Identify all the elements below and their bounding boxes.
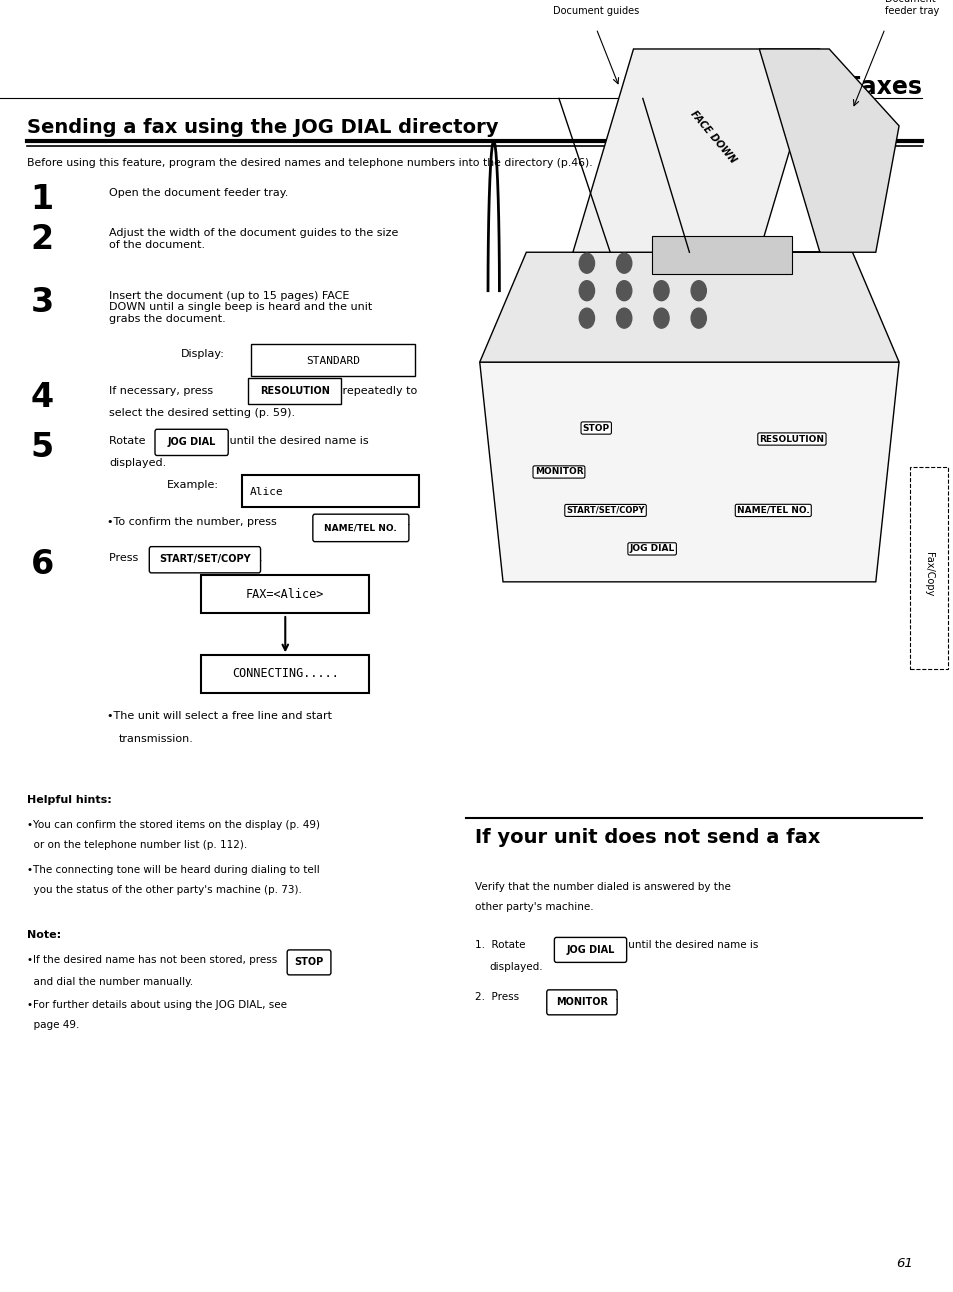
Circle shape <box>578 280 594 301</box>
Text: Verify that the number dialed is answered by the: Verify that the number dialed is answere… <box>475 882 731 893</box>
Text: .: . <box>615 992 618 1003</box>
Text: Note:: Note: <box>27 930 61 941</box>
FancyBboxPatch shape <box>149 547 260 572</box>
Text: displayed.: displayed. <box>489 963 543 973</box>
Text: 4: 4 <box>30 381 53 413</box>
Text: MONITOR: MONITOR <box>534 468 582 477</box>
Text: Press: Press <box>110 553 142 563</box>
Text: NAME/TEL NO.: NAME/TEL NO. <box>324 523 396 532</box>
FancyBboxPatch shape <box>554 938 626 963</box>
Text: •The connecting tone will be heard during dialing to tell: •The connecting tone will be heard durin… <box>27 866 319 875</box>
FancyBboxPatch shape <box>652 235 791 274</box>
FancyBboxPatch shape <box>251 345 415 376</box>
Polygon shape <box>479 362 898 581</box>
Text: STANDARD: STANDARD <box>306 355 359 366</box>
Text: STOP: STOP <box>294 957 323 968</box>
Text: FAX=<Alice>: FAX=<Alice> <box>246 588 324 601</box>
Text: Rotate: Rotate <box>110 435 150 446</box>
Text: 3: 3 <box>30 286 53 319</box>
Text: other party's machine.: other party's machine. <box>475 903 594 912</box>
Text: •To confirm the number, press: •To confirm the number, press <box>108 517 280 527</box>
Circle shape <box>578 309 594 328</box>
Text: JOG DIAL: JOG DIAL <box>566 944 614 955</box>
Text: RESOLUTION: RESOLUTION <box>759 434 823 443</box>
FancyBboxPatch shape <box>287 950 331 975</box>
Text: Adjust the width of the document guides to the size
of the document.: Adjust the width of the document guides … <box>110 229 398 249</box>
Text: 2.  Press: 2. Press <box>475 992 522 1003</box>
Circle shape <box>690 309 705 328</box>
Text: JOG DIAL: JOG DIAL <box>167 437 215 447</box>
Text: repeatedly to: repeatedly to <box>339 385 417 395</box>
Text: Insert the document (up to 15 pages) FACE
DOWN until a single beep is heard and : Insert the document (up to 15 pages) FAC… <box>110 291 373 324</box>
Text: Document
feeder tray: Document feeder tray <box>884 0 939 16</box>
Circle shape <box>578 253 594 273</box>
Polygon shape <box>759 49 898 252</box>
Text: 5: 5 <box>30 430 53 464</box>
Text: and dial the number manually.: and dial the number manually. <box>27 977 193 987</box>
FancyBboxPatch shape <box>241 475 419 506</box>
Text: 2: 2 <box>30 224 53 256</box>
Text: page 49.: page 49. <box>27 1019 79 1030</box>
Text: .: . <box>258 553 262 563</box>
Text: If your unit does not send a fax: If your unit does not send a fax <box>475 828 820 846</box>
Text: Sending Faxes: Sending Faxes <box>729 75 922 98</box>
Text: .: . <box>407 517 410 527</box>
Text: Before using this feature, program the desired names and telephone numbers into : Before using this feature, program the d… <box>27 159 592 168</box>
FancyBboxPatch shape <box>248 379 341 404</box>
Text: 1: 1 <box>30 183 53 216</box>
Text: START/SET/COPY: START/SET/COPY <box>159 554 251 565</box>
FancyBboxPatch shape <box>201 655 369 693</box>
Text: CONNECTING.....: CONNECTING..... <box>232 668 338 681</box>
Circle shape <box>690 253 705 273</box>
FancyBboxPatch shape <box>201 575 369 612</box>
Text: Alice: Alice <box>250 487 284 496</box>
Text: •For further details about using the JOG DIAL, see: •For further details about using the JOG… <box>27 1000 286 1010</box>
Circle shape <box>616 253 631 273</box>
Polygon shape <box>479 252 898 362</box>
Text: transmission.: transmission. <box>119 734 193 744</box>
Text: MONITOR: MONITOR <box>556 997 607 1008</box>
Text: Display:: Display: <box>180 349 224 359</box>
Text: NAME/TEL NO.: NAME/TEL NO. <box>736 506 809 516</box>
Text: •The unit will select a free line and start: •The unit will select a free line and st… <box>108 712 332 721</box>
Text: •If the desired name has not been stored, press: •If the desired name has not been stored… <box>27 955 276 965</box>
Text: you the status of the other party's machine (p. 73).: you the status of the other party's mach… <box>27 885 301 895</box>
Text: 1.  Rotate: 1. Rotate <box>475 939 529 950</box>
Text: STOP: STOP <box>582 424 609 433</box>
Text: select the desired setting (p. 59).: select the desired setting (p. 59). <box>110 408 295 419</box>
FancyBboxPatch shape <box>909 466 947 669</box>
Polygon shape <box>573 49 819 252</box>
Circle shape <box>653 280 668 301</box>
Text: until the desired name is: until the desired name is <box>226 435 369 446</box>
Circle shape <box>653 253 668 273</box>
Text: START/SET/COPY: START/SET/COPY <box>566 506 644 516</box>
Text: Example:: Example: <box>166 481 218 491</box>
Text: Sending a fax using the JOG DIAL directory: Sending a fax using the JOG DIAL directo… <box>27 119 497 137</box>
Circle shape <box>690 280 705 301</box>
Text: JOG DIAL: JOG DIAL <box>629 544 674 553</box>
Circle shape <box>653 309 668 328</box>
Text: FACE DOWN: FACE DOWN <box>687 109 737 165</box>
FancyBboxPatch shape <box>154 429 228 456</box>
FancyBboxPatch shape <box>313 514 409 541</box>
Text: until the desired name is: until the desired name is <box>624 939 758 950</box>
Text: Fax/Copy: Fax/Copy <box>923 552 933 597</box>
Text: If necessary, press: If necessary, press <box>110 385 216 395</box>
Text: •You can confirm the stored items on the display (p. 49): •You can confirm the stored items on the… <box>27 820 319 829</box>
Text: Open the document feeder tray.: Open the document feeder tray. <box>110 189 289 198</box>
Text: 6: 6 <box>30 548 53 581</box>
Circle shape <box>616 280 631 301</box>
Text: 61: 61 <box>895 1257 912 1270</box>
Text: or on the telephone number list (p. 112).: or on the telephone number list (p. 112)… <box>27 840 247 850</box>
Text: RESOLUTION: RESOLUTION <box>259 385 330 395</box>
FancyBboxPatch shape <box>546 990 617 1014</box>
Text: Helpful hints:: Helpful hints: <box>27 795 112 805</box>
Circle shape <box>616 309 631 328</box>
Text: Document guides: Document guides <box>553 6 639 16</box>
Text: displayed.: displayed. <box>110 457 167 468</box>
